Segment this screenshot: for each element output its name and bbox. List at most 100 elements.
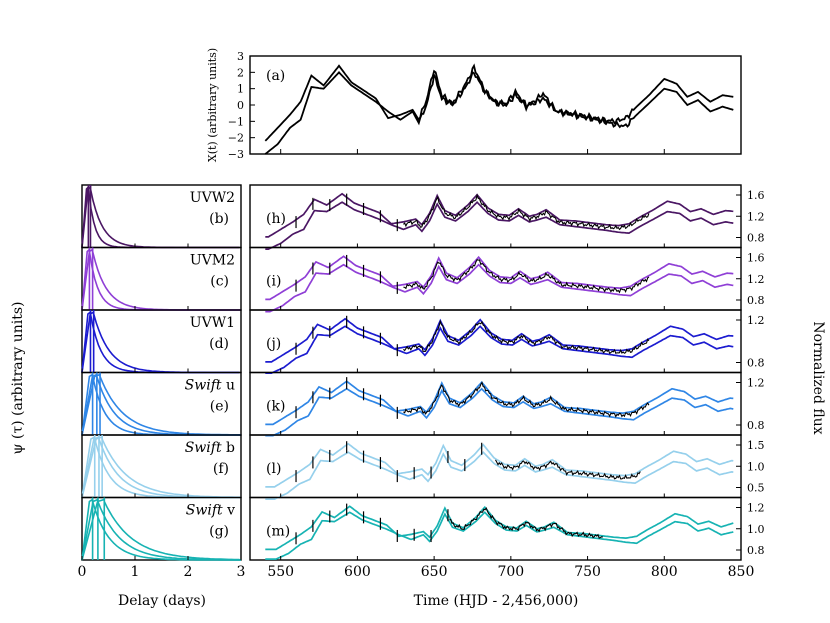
lc-panel-v: 1.2 1.0 0.8 (m) [249, 496, 765, 561]
lc-ytick-label: 1.6 [747, 189, 765, 202]
kernel-tag: (g) [209, 524, 229, 540]
lc-ytick-label: 1.5 [747, 439, 765, 452]
kernel-xtick-label: 1 [131, 564, 140, 580]
band-name-uvw1: UVW1 [190, 315, 235, 331]
kernel-tag: (e) [210, 399, 229, 415]
band-name-suffix: u [222, 378, 235, 394]
lc-xlabel: Time (HJD - 2,456,000) [414, 593, 579, 609]
lc-ytick-label: 1.2 [747, 377, 765, 390]
observed-data [403, 259, 650, 294]
observed-data [495, 459, 641, 480]
panel-a-yticks: 3 2 1 0 −1 −2 −3 [228, 50, 742, 161]
panel-a-tag: (a) [266, 68, 285, 84]
kernel-panel-uvw2: UVW2 (b) [81, 184, 242, 249]
lc-ytick-label: 0.8 [747, 294, 765, 307]
lc-tag: (h) [266, 211, 286, 227]
observed-data [403, 193, 650, 231]
panel-a-ytick-label: −1 [228, 115, 244, 128]
kernel-panel-uvw1: UVW1 (d) [81, 309, 242, 374]
kernel-xticks: 0 1 2 3 [78, 564, 246, 580]
kernel-panel-v: Swift v (g) [81, 496, 242, 561]
panel-a-ylabel: X(t) (arbitrary units) [206, 48, 219, 162]
panel-a-frame [249, 55, 742, 155]
kernel-frame [81, 496, 242, 561]
lc-ytick-label: 0.8 [747, 232, 765, 245]
model-curve-1 [265, 263, 734, 313]
band-name-uvm2: UVM2 [190, 253, 235, 269]
lc-tag: (i) [266, 274, 281, 290]
model-curve-1 [265, 200, 734, 250]
model-curve-0 [265, 255, 734, 301]
driving-series-1 [264, 70, 734, 155]
lc-ytick-label: 1.2 [747, 210, 765, 223]
kernel-xlabel: Delay (days) [118, 593, 206, 609]
panel-a: 3 2 1 0 −1 −2 −3 (a) X(t) (arbitrary units) [206, 48, 742, 162]
kernel-tag: (d) [209, 336, 229, 352]
lc-ytick-label: 0.8 [747, 419, 765, 432]
model-curve-1 [265, 450, 734, 500]
kernel-panel-uvm2: UVM2 (c) [81, 246, 242, 311]
lc-ylabel: Normalized flux [810, 321, 826, 434]
kernel-curve-2 [81, 498, 240, 561]
lc-frame [249, 371, 742, 436]
kernel-xtick-label: 3 [237, 564, 246, 580]
kernel-ylabel: ψ (τ) (arbitrary units) [10, 302, 26, 455]
observed-data [403, 319, 650, 355]
lc-ytick-label: 1.2 [747, 273, 765, 286]
lc-ytick-label: 1.2 [747, 502, 765, 515]
model-curve-1 [265, 325, 734, 374]
lc-ytick-label: 0.8 [747, 357, 765, 370]
kernel-panel-b: Swift b (f) [81, 434, 242, 499]
band-name-b: Swift b [185, 440, 235, 456]
lc-panel-uvw2: 1.6 1.2 0.8 (h) [249, 184, 765, 250]
lc-ytick-label: 1.2 [747, 314, 765, 327]
kernel-panels: UVW2 (b) UVM2 (c) UVW1 (d) Swift u (e) Swift b (f… [81, 184, 242, 561]
panel-a-ytick-label: −3 [228, 148, 244, 161]
lc-panel-uvw1: 1.2 0.8 (j) [249, 309, 765, 374]
observed-data [449, 506, 603, 539]
lc-tag: (j) [266, 336, 281, 352]
band-name-v: Swift v [186, 503, 235, 519]
lc-xtick-label: 850 [728, 564, 755, 580]
kernel-panel-u: Swift u (e) [81, 371, 242, 436]
kernel-tag: (b) [209, 211, 229, 227]
panel-a-series [264, 63, 734, 155]
band-name-italic: Swift [185, 378, 222, 394]
kernel-tag: (c) [210, 274, 229, 290]
model-curve-1 [265, 387, 734, 437]
lc-tag: (l) [266, 461, 281, 477]
lc-xtick-label: 600 [344, 564, 371, 580]
lc-xtick-label: 750 [574, 564, 601, 580]
lc-xtick-label: 550 [267, 564, 294, 580]
band-name-italic: Swift [185, 440, 222, 456]
lc-tag: (k) [266, 399, 285, 415]
panel-a-ytick-label: 1 [237, 83, 244, 96]
lc-panel-b: 1.5 1.0 0.5 (l) [249, 434, 765, 500]
model-curve-0 [265, 192, 734, 238]
lc-tag: (m) [266, 524, 290, 540]
model-curve-0 [265, 380, 734, 426]
panel-a-ytick-label: 0 [237, 99, 244, 112]
observed-data [403, 381, 650, 418]
lc-ytick-label: 1.0 [747, 523, 765, 536]
panel-a-ytick-label: −2 [228, 132, 244, 145]
kernel-xtick-label: 2 [184, 564, 193, 580]
lc-panel-uvm2: 1.6 1.2 0.8 (i) [249, 246, 765, 313]
lc-xtick-label: 650 [421, 564, 448, 580]
lc-ytick-label: 1.6 [747, 252, 765, 265]
lightcurve-panels: 1.6 1.2 0.8 (h) 1.6 1.2 0.8 (i) 1.2 0.8 (j) 1.2 0.8 (… [249, 184, 765, 561]
panel-a-ytick-label: 2 [237, 66, 244, 79]
lc-xticks: 550 600 650 700 750 800 850 [267, 564, 754, 580]
kernel-tag: (f) [213, 461, 229, 477]
lc-ytick-label: 0.5 [747, 482, 765, 495]
band-name-u: Swift u [185, 378, 235, 394]
lc-ytick-label: 0.8 [747, 544, 765, 557]
kernel-xtick-label: 0 [78, 564, 87, 580]
lc-frame [249, 434, 742, 499]
band-name-suffix: v [223, 503, 235, 519]
lc-xtick-label: 700 [497, 564, 524, 580]
lc-frame [249, 496, 742, 561]
band-name-italic: Swift [186, 503, 223, 519]
band-name-suffix: b [222, 440, 235, 456]
